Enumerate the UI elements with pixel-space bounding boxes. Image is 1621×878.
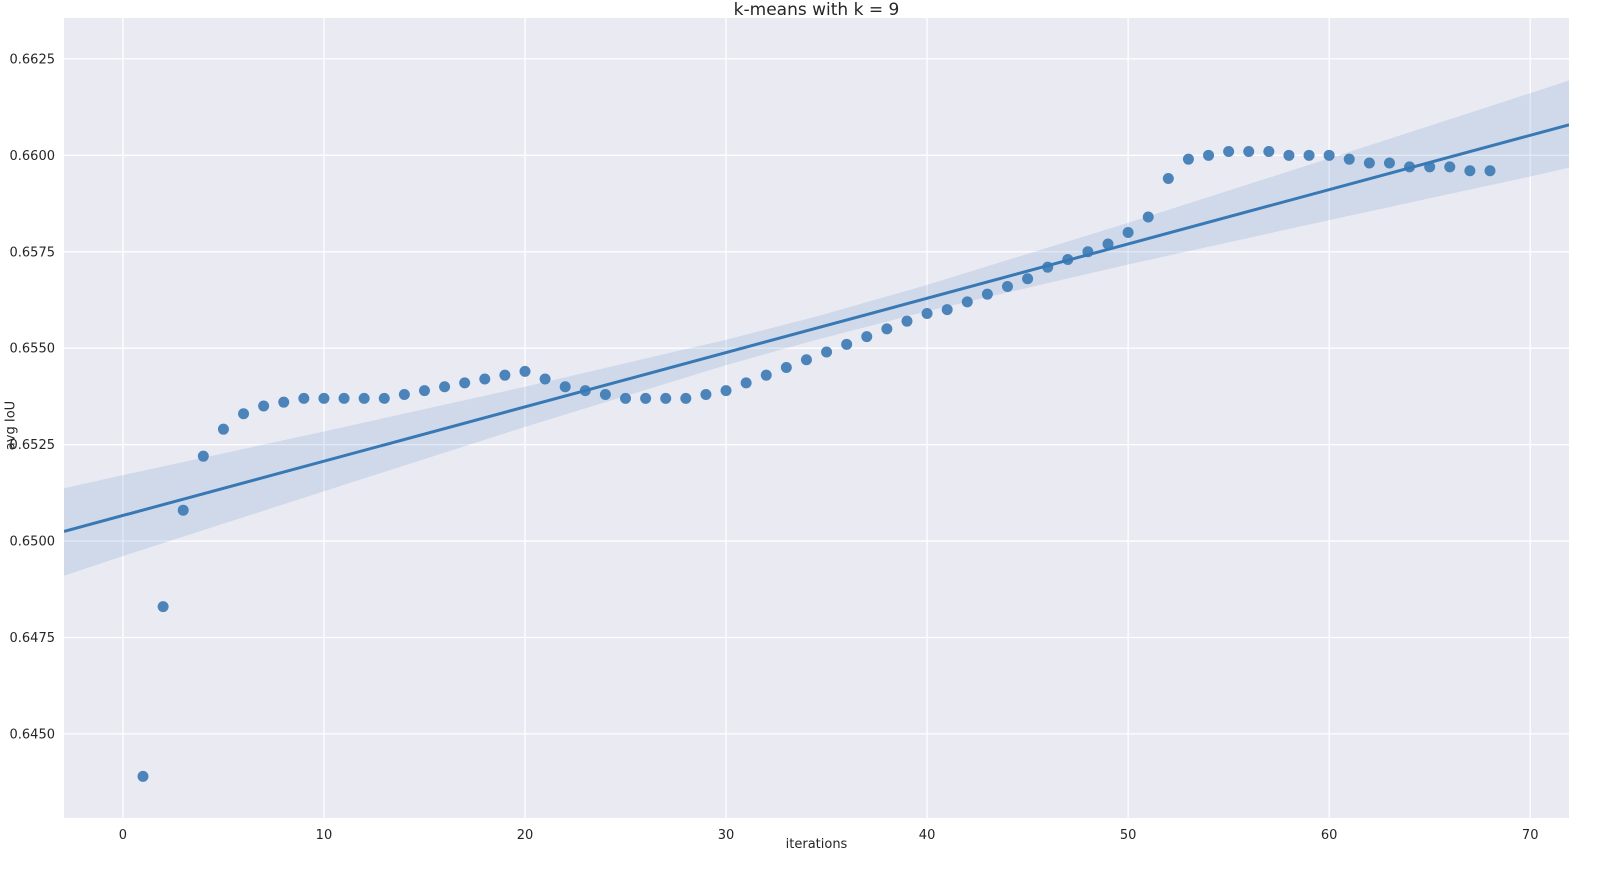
svg-text:60: 60 — [1321, 828, 1338, 843]
svg-text:10: 10 — [316, 828, 333, 843]
svg-text:50: 50 — [1120, 828, 1137, 843]
svg-text:0.6475: 0.6475 — [10, 631, 56, 646]
chart-title: k-means with k = 9 — [733, 0, 900, 20]
y-axis-label: avg IoU — [3, 400, 19, 451]
svg-text:40: 40 — [919, 828, 936, 843]
svg-text:30: 30 — [718, 828, 735, 843]
svg-text:0.6500: 0.6500 — [10, 535, 56, 550]
svg-text:70: 70 — [1522, 828, 1539, 843]
svg-text:0.6550: 0.6550 — [10, 342, 56, 357]
svg-text:0.6575: 0.6575 — [10, 245, 56, 260]
svg-text:20: 20 — [517, 828, 534, 843]
svg-text:0.6525: 0.6525 — [10, 438, 56, 453]
svg-text:0.6450: 0.6450 — [10, 727, 56, 742]
svg-text:0.6600: 0.6600 — [10, 149, 56, 164]
x-axis-label: iterations — [785, 837, 848, 852]
svg-text:0.6625: 0.6625 — [10, 52, 56, 67]
svg-text:0: 0 — [119, 828, 127, 843]
